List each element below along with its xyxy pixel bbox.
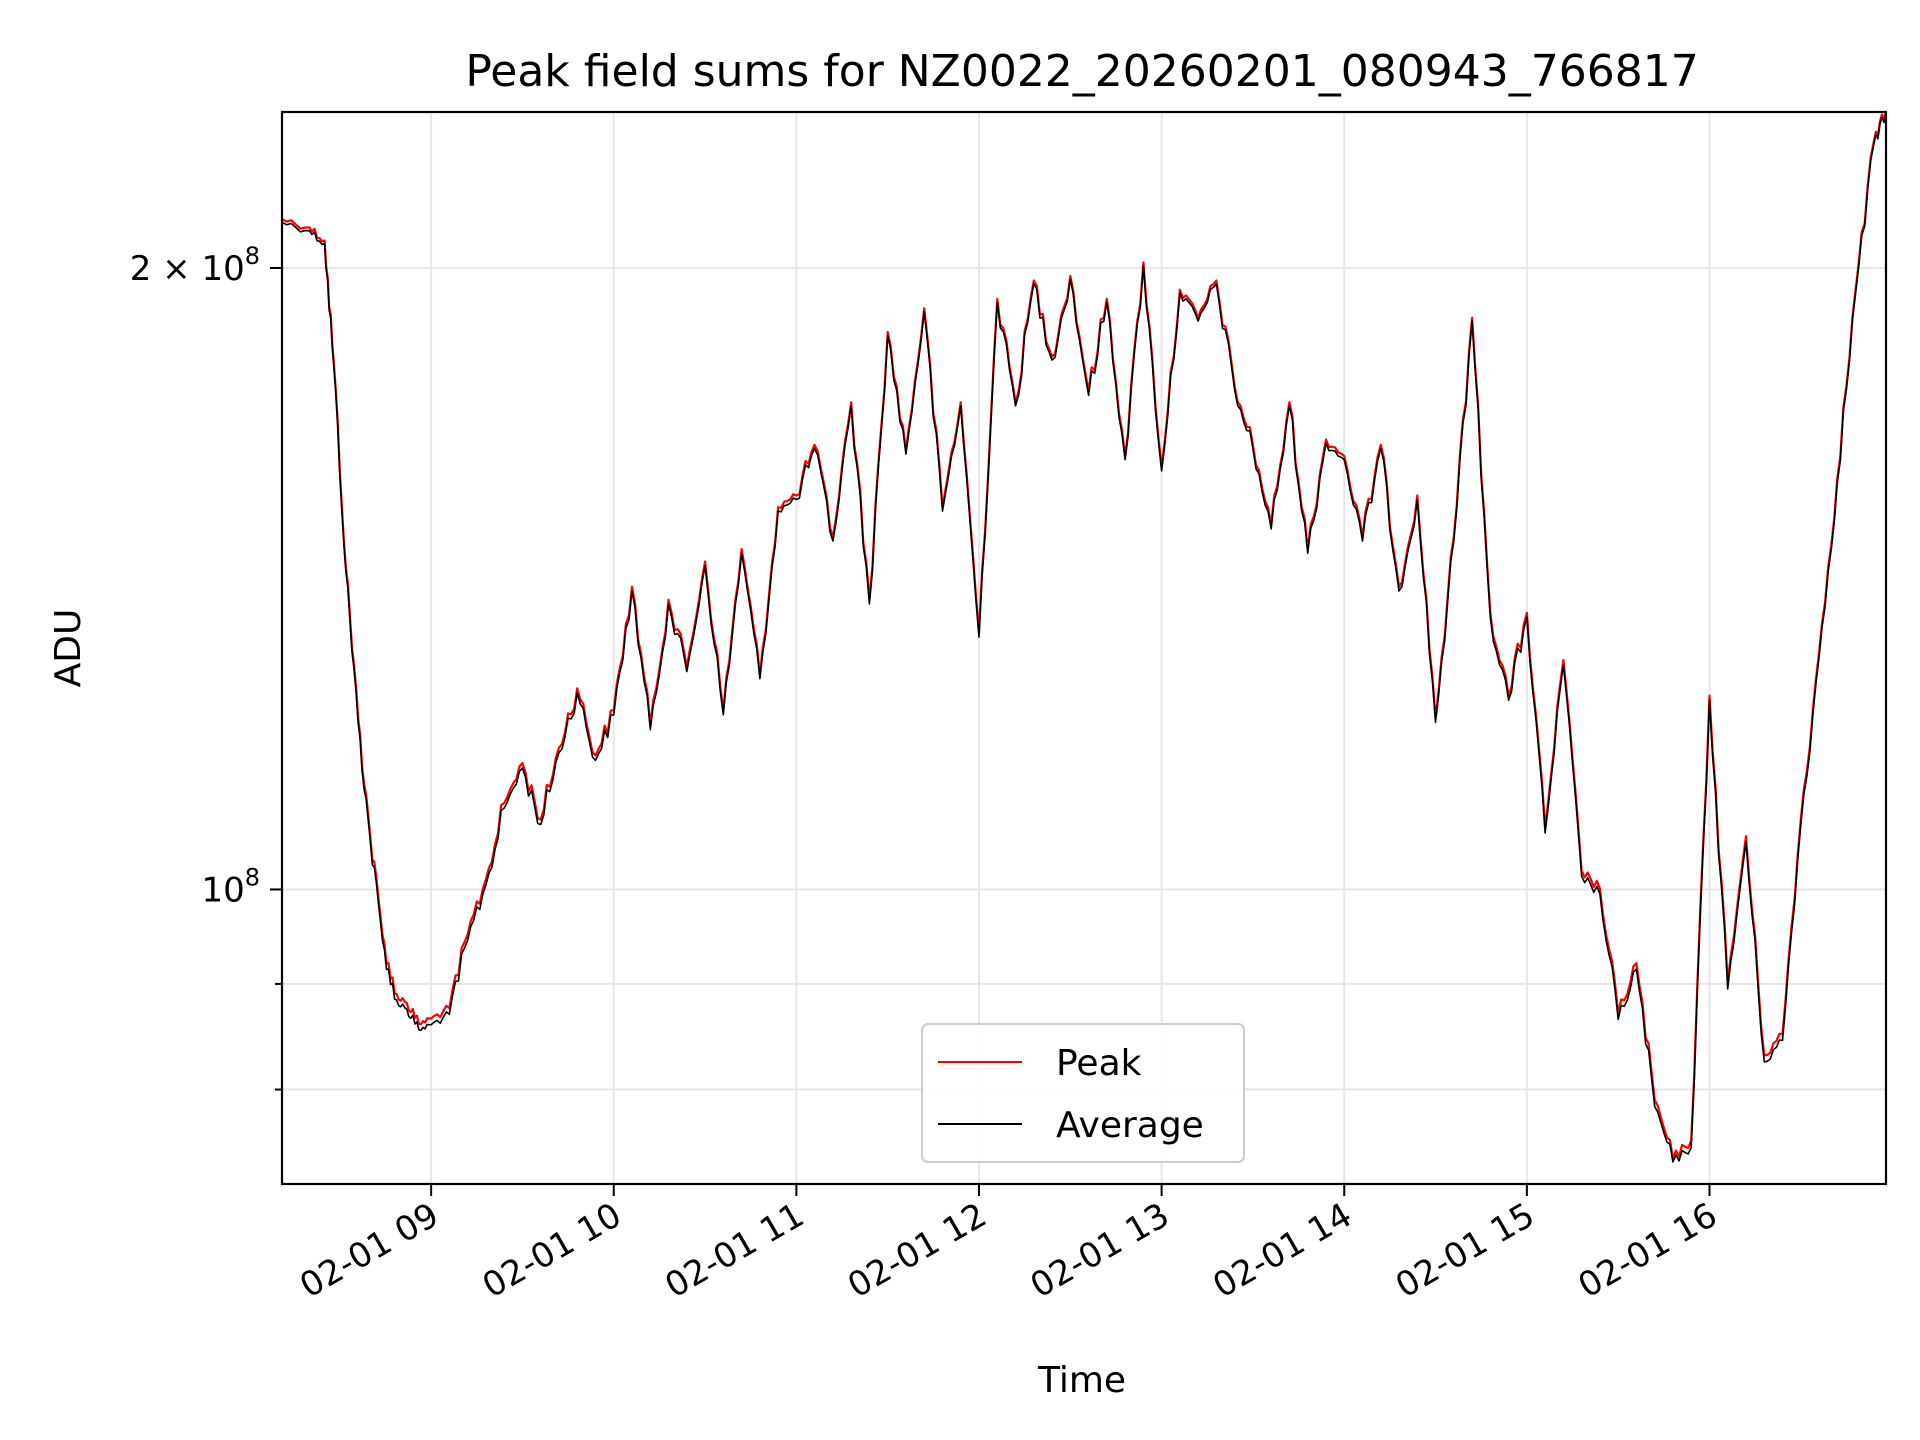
y-tick-label: 108 [201, 863, 260, 910]
y-tick-exponent: 8 [245, 863, 260, 891]
legend-label-average: Average [1056, 1105, 1204, 1146]
y-tick-base: 2 × 10 [130, 249, 245, 289]
chart-title: Peak field sums for NZ0022_20260201_0809… [465, 46, 1698, 97]
y-tick-exponent: 8 [245, 242, 260, 270]
series-layer [281, 110, 1888, 1163]
plot-frame [280, 110, 1888, 1186]
legend: Peak Average [921, 1023, 1245, 1163]
legend-box [921, 1023, 1245, 1163]
legend-label-peak: Peak [1056, 1043, 1142, 1084]
y-axis-label: ADU [48, 609, 89, 688]
series-line-average [281, 113, 1887, 1163]
x-axis-label: Time [1037, 1360, 1126, 1401]
y-tick-label: 2 × 108 [130, 242, 260, 289]
y-tick-base: 10 [201, 870, 244, 910]
